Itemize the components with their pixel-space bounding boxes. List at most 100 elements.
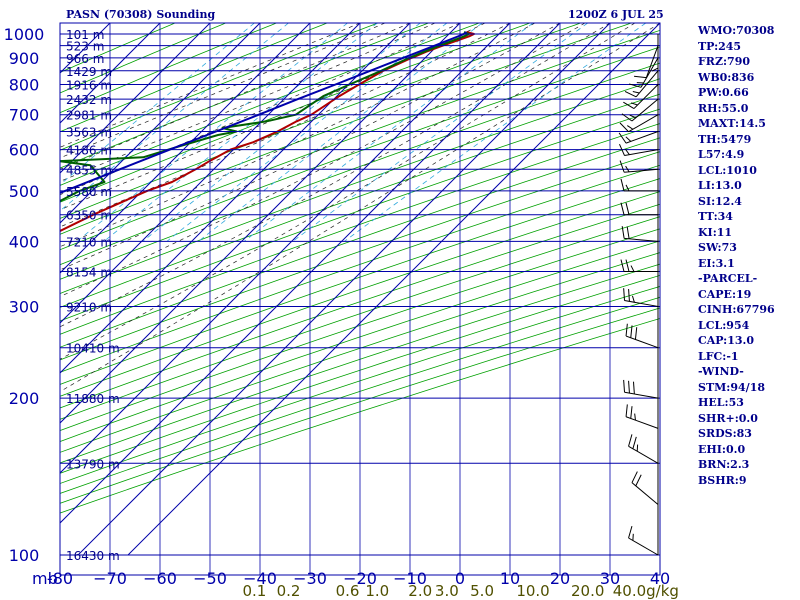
- wind-barb-flag: [625, 404, 628, 417]
- pressure-label: 600: [9, 141, 40, 160]
- wind-barb-shaft: [640, 57, 659, 88]
- pressure-label: 400: [9, 232, 40, 251]
- x-tick-label: −10: [393, 569, 427, 588]
- index-item: LI:13.0: [698, 179, 742, 192]
- x-axis-unit: mb: [32, 569, 58, 588]
- moist-adiabat: [60, 23, 411, 170]
- index-item: WB0:836: [698, 70, 755, 84]
- dry-adiabat: [60, 164, 660, 373]
- wind-barb-flag: [620, 202, 625, 215]
- wind-barb: [631, 471, 659, 505]
- wind-barb-flag: [619, 144, 625, 156]
- mixing-ratio-label: 40.0g/kg: [613, 582, 679, 600]
- wind-barb-shaft: [631, 98, 659, 122]
- dry-adiabat: [60, 307, 660, 504]
- wind-barb-flag: [634, 413, 636, 421]
- dry-adiabat: [60, 318, 660, 514]
- wind-barb-shaft: [624, 237, 659, 242]
- wind-barb-flag: [632, 381, 635, 395]
- pressure-label: 1000: [4, 25, 45, 44]
- wind-barb-flag: [625, 259, 630, 272]
- height-label: 6350 m: [66, 209, 112, 223]
- wind-barb-flag: [625, 136, 632, 142]
- isotherm: [60, 23, 511, 474]
- index-item: EI:3.1: [698, 256, 735, 270]
- index-item: RH:55.0: [698, 101, 749, 115]
- wind-barb-flag: [628, 525, 633, 539]
- chart-title: PASN (70308) Sounding: [66, 8, 216, 21]
- wind-barb: [621, 98, 659, 122]
- dry-adiabat: [60, 93, 660, 308]
- dry-adiabat: [60, 78, 660, 294]
- height-label: 5580 m: [66, 185, 112, 199]
- index-item: SW:73: [698, 241, 737, 254]
- wind-barb: [619, 114, 659, 133]
- wind-barb-flag: [625, 184, 630, 192]
- wind-barb-flag: [621, 226, 625, 239]
- mixing-ratio-label: 10.0: [516, 582, 549, 600]
- wind-barb-flag: [620, 259, 625, 272]
- wind-barb: [621, 226, 659, 242]
- x-tick-label: 40: [650, 569, 670, 588]
- index-item: CAPE:19: [698, 287, 752, 301]
- x-tick-label: −60: [143, 569, 177, 588]
- mixing-ratio-line: [344, 23, 647, 242]
- wind-barb-flag: [620, 178, 625, 191]
- wind-barb-flag: [630, 265, 635, 272]
- index-item: SHR+:0.0: [698, 411, 758, 425]
- isotherm: [127, 23, 660, 556]
- dry-adiabat: [60, 123, 660, 335]
- pressure-label: 900: [9, 49, 40, 68]
- height-label: 1916 m: [66, 79, 112, 93]
- height-label: 2981 m: [66, 109, 112, 123]
- mixing-ratio-label: 2.0: [408, 582, 432, 600]
- wind-barb-flag: [628, 83, 642, 88]
- index-item: BSHR:9: [698, 473, 747, 487]
- height-label: 8154 m: [66, 266, 112, 280]
- wind-barb: [620, 259, 658, 273]
- height-label: 10410 m: [66, 342, 120, 356]
- isotherm: [77, 23, 611, 556]
- height-label: 7210 m: [66, 235, 112, 249]
- wind-barb-flag: [632, 436, 637, 449]
- dry-adiabat: [60, 216, 660, 420]
- dry-adiabat: [60, 23, 328, 133]
- wind-barb-flag: [623, 101, 635, 109]
- wind-barb-shaft: [628, 445, 659, 464]
- wind-barb-flag: [628, 380, 630, 394]
- pressure-label: 200: [9, 389, 40, 408]
- wind-barb: [628, 57, 659, 88]
- x-tick-label: −70: [93, 569, 127, 588]
- wind-barb: [625, 404, 659, 429]
- mixing-ratio-line: [198, 23, 483, 242]
- index-item: FRZ:790: [698, 55, 751, 68]
- mixing-ratio-line: [292, 23, 588, 242]
- wind-barb-flag: [634, 327, 638, 340]
- wind-barb: [619, 144, 659, 157]
- index-item: LFC:-1: [698, 349, 739, 363]
- wind-barb-flag: [630, 406, 633, 419]
- wind-barb-shaft: [628, 537, 659, 556]
- dry-adiabat: [60, 62, 660, 280]
- height-label: 2432 m: [66, 93, 112, 107]
- wind-barb-flag: [623, 379, 626, 393]
- wind-barb-shaft: [631, 482, 659, 505]
- dry-adiabat: [60, 263, 660, 464]
- dry-adiabat: [60, 203, 660, 409]
- wind-barb-flag: [635, 474, 642, 487]
- x-tick-label: −40: [243, 569, 277, 588]
- isotherm: [60, 23, 261, 224]
- moist-adiabat: [60, 23, 561, 271]
- dry-adiabat: [60, 240, 660, 442]
- wind-barb-flag: [631, 295, 635, 303]
- wind-barb-shaft: [628, 114, 659, 133]
- wind-barb-flag: [621, 113, 633, 122]
- stability-indices-panel: WMO:70308 TP:245 FRZ:790 WB0:836 PW:0.66 RH:5…: [698, 23, 775, 488]
- mixing-ratio-label: 0.1: [243, 582, 267, 600]
- pressure-label: 700: [9, 106, 40, 125]
- timestamp: 1200Z 6 JUL 25: [568, 8, 664, 21]
- dry-adiabat: [60, 23, 226, 94]
- wind-barb-shaft: [624, 391, 659, 399]
- height-label: 9210 m: [66, 300, 112, 314]
- wind-barb-shaft: [624, 149, 659, 157]
